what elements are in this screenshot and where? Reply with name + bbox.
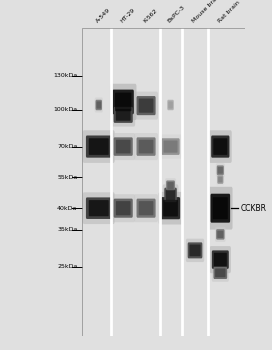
- FancyBboxPatch shape: [163, 200, 178, 217]
- FancyBboxPatch shape: [189, 245, 201, 256]
- FancyBboxPatch shape: [110, 84, 137, 120]
- FancyBboxPatch shape: [159, 192, 183, 224]
- FancyBboxPatch shape: [115, 93, 131, 111]
- FancyBboxPatch shape: [83, 130, 115, 163]
- FancyBboxPatch shape: [139, 140, 153, 153]
- FancyBboxPatch shape: [213, 197, 228, 219]
- FancyBboxPatch shape: [216, 229, 225, 240]
- Text: A-549: A-549: [95, 7, 112, 23]
- FancyBboxPatch shape: [139, 201, 153, 215]
- FancyBboxPatch shape: [137, 199, 156, 218]
- FancyBboxPatch shape: [134, 194, 158, 222]
- FancyBboxPatch shape: [134, 133, 158, 160]
- FancyBboxPatch shape: [218, 177, 222, 182]
- FancyBboxPatch shape: [217, 175, 223, 184]
- FancyBboxPatch shape: [218, 167, 223, 174]
- FancyBboxPatch shape: [167, 182, 174, 189]
- FancyBboxPatch shape: [95, 97, 103, 113]
- FancyBboxPatch shape: [212, 264, 229, 282]
- FancyBboxPatch shape: [209, 130, 232, 163]
- FancyBboxPatch shape: [166, 97, 175, 113]
- FancyBboxPatch shape: [139, 99, 153, 113]
- FancyBboxPatch shape: [163, 140, 178, 153]
- FancyBboxPatch shape: [213, 138, 227, 155]
- FancyBboxPatch shape: [217, 173, 224, 186]
- Text: 55kDa: 55kDa: [57, 175, 78, 180]
- Text: 25kDa: 25kDa: [57, 264, 78, 269]
- FancyBboxPatch shape: [114, 199, 133, 218]
- FancyBboxPatch shape: [211, 194, 230, 223]
- FancyBboxPatch shape: [86, 197, 112, 219]
- FancyBboxPatch shape: [163, 184, 178, 205]
- Text: K-562: K-562: [143, 7, 158, 23]
- FancyBboxPatch shape: [161, 138, 180, 155]
- FancyBboxPatch shape: [111, 103, 135, 127]
- FancyBboxPatch shape: [161, 197, 180, 219]
- FancyBboxPatch shape: [111, 133, 135, 160]
- FancyBboxPatch shape: [137, 96, 156, 115]
- FancyBboxPatch shape: [137, 137, 156, 156]
- FancyBboxPatch shape: [86, 135, 112, 158]
- FancyBboxPatch shape: [83, 192, 115, 224]
- Text: 35kDa: 35kDa: [57, 227, 78, 232]
- FancyBboxPatch shape: [167, 100, 174, 110]
- Text: HT-29: HT-29: [120, 7, 136, 23]
- Text: 40kDa: 40kDa: [57, 206, 78, 211]
- FancyBboxPatch shape: [186, 239, 204, 262]
- FancyBboxPatch shape: [166, 181, 175, 191]
- Text: BxPC-3: BxPC-3: [167, 4, 186, 23]
- FancyBboxPatch shape: [111, 194, 135, 222]
- FancyBboxPatch shape: [212, 250, 229, 269]
- FancyBboxPatch shape: [168, 102, 173, 108]
- FancyBboxPatch shape: [89, 200, 109, 216]
- FancyBboxPatch shape: [215, 268, 225, 277]
- Text: 70kDa: 70kDa: [57, 144, 78, 149]
- FancyBboxPatch shape: [114, 107, 133, 123]
- FancyBboxPatch shape: [210, 246, 231, 273]
- FancyBboxPatch shape: [116, 109, 131, 121]
- FancyBboxPatch shape: [96, 102, 101, 108]
- FancyBboxPatch shape: [188, 242, 202, 258]
- FancyBboxPatch shape: [159, 134, 182, 159]
- FancyBboxPatch shape: [113, 90, 134, 114]
- Text: 100kDa: 100kDa: [53, 107, 78, 112]
- FancyBboxPatch shape: [166, 190, 175, 200]
- FancyBboxPatch shape: [208, 187, 233, 230]
- Text: Rat brain: Rat brain: [217, 0, 241, 23]
- Text: 130kDa: 130kDa: [53, 73, 78, 78]
- FancyBboxPatch shape: [211, 135, 230, 158]
- FancyBboxPatch shape: [114, 137, 133, 156]
- FancyBboxPatch shape: [215, 227, 226, 242]
- FancyBboxPatch shape: [116, 201, 131, 215]
- FancyBboxPatch shape: [95, 100, 102, 110]
- FancyBboxPatch shape: [214, 267, 227, 279]
- FancyBboxPatch shape: [164, 188, 177, 202]
- Text: Mouse brain: Mouse brain: [191, 0, 222, 23]
- FancyBboxPatch shape: [216, 163, 225, 177]
- FancyBboxPatch shape: [217, 231, 223, 238]
- FancyBboxPatch shape: [116, 140, 131, 153]
- Text: CCKBR: CCKBR: [241, 204, 267, 213]
- FancyBboxPatch shape: [214, 253, 227, 266]
- FancyBboxPatch shape: [165, 178, 176, 193]
- FancyBboxPatch shape: [134, 92, 158, 120]
- FancyBboxPatch shape: [217, 165, 224, 175]
- FancyBboxPatch shape: [89, 138, 109, 155]
